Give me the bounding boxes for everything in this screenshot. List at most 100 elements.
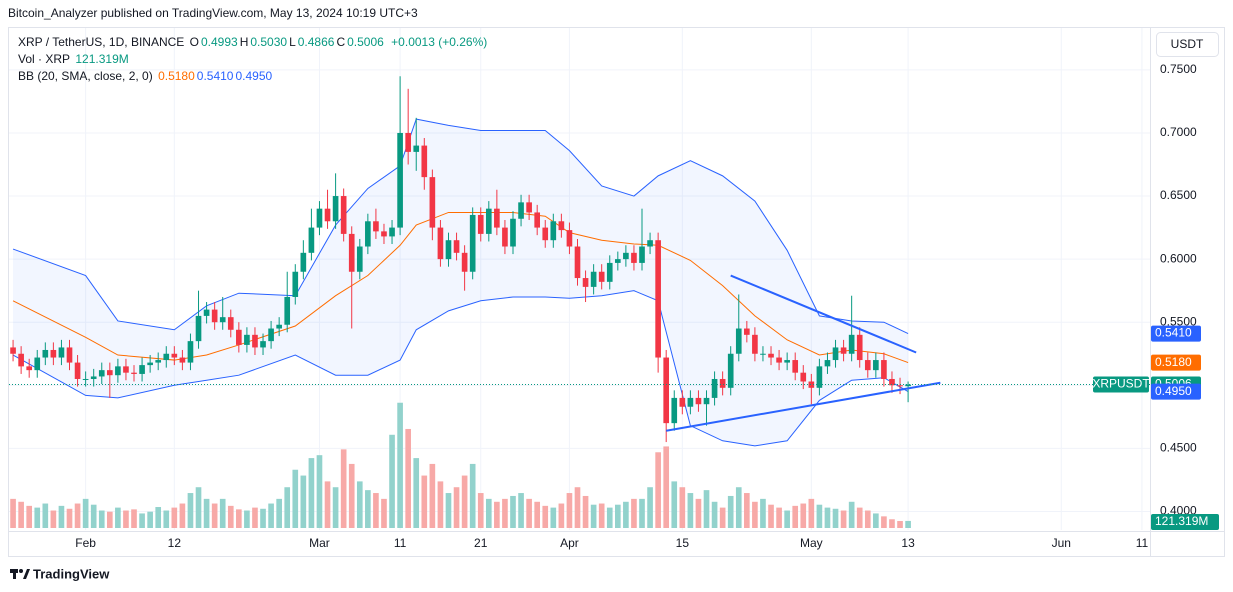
candle-body: [800, 372, 807, 382]
x-tick-label: 12: [168, 536, 182, 550]
volume-bar: [324, 481, 331, 528]
volume-bar: [469, 463, 476, 528]
candle-body: [227, 317, 234, 330]
volume-bar: [784, 510, 790, 528]
candle-body: [34, 357, 41, 371]
volume-bar: [107, 511, 113, 528]
candle-body: [897, 385, 903, 387]
ohlc-value: 0.4993: [200, 35, 238, 49]
volume-bar: [292, 469, 299, 528]
candle-body: [744, 328, 750, 335]
currency-button[interactable]: [1156, 32, 1219, 57]
candle-body: [211, 309, 218, 323]
volume-bar: [34, 507, 41, 528]
volume-bar: [405, 428, 411, 528]
candle-body: [42, 349, 49, 358]
x-tick-label: 15: [676, 536, 690, 550]
candle-body: [534, 212, 541, 228]
volume-bar: [606, 507, 613, 528]
volume-bar: [695, 498, 702, 528]
y-tick-label: 0.6000: [1160, 251, 1197, 265]
candle-body: [623, 252, 629, 260]
bb-value: 0.5410: [196, 69, 234, 83]
volume-bar: [413, 458, 420, 528]
candle-body: [260, 341, 266, 348]
change: +0.0013 (+0.26%): [391, 35, 488, 49]
volume-bar: [848, 501, 855, 528]
volume-bar: [26, 505, 33, 528]
x-tick-label: 13: [901, 536, 915, 550]
volume-bar: [566, 493, 573, 528]
volume-bar: [542, 505, 549, 528]
volume-bar: [752, 501, 758, 528]
candle-body: [187, 341, 194, 363]
volume-bar: [300, 475, 307, 528]
volume-bar: [905, 520, 911, 528]
candle-body: [413, 145, 420, 152]
x-tick-label: Feb: [75, 536, 96, 550]
candle-body: [840, 347, 847, 354]
volume-bar: [485, 498, 492, 528]
candle-body: [139, 365, 145, 374]
candle-body: [784, 360, 790, 363]
x-tick-label: 11: [1136, 536, 1149, 550]
candle-body: [760, 353, 766, 355]
volume-bar: [655, 452, 661, 528]
volume-bar: [115, 507, 121, 528]
volume-bar: [502, 498, 508, 528]
brand: TradingView: [33, 566, 110, 581]
candle-body: [687, 397, 694, 407]
volume-bar: [139, 513, 145, 528]
bb-line: [12, 118, 909, 335]
candle-body: [18, 353, 24, 367]
ohlc-key: C: [336, 35, 346, 49]
candle-body: [268, 328, 274, 342]
candle-body: [356, 246, 363, 272]
candle-body: [26, 366, 33, 371]
candle-body: [300, 252, 307, 272]
volume-bar: [18, 501, 24, 528]
volume-bar: [389, 434, 395, 528]
candle-body: [90, 376, 97, 379]
volume-bar: [550, 507, 557, 528]
volume-bar: [50, 510, 57, 528]
candle-body: [381, 231, 387, 237]
candle-body: [832, 347, 839, 361]
volume-bar: [760, 498, 766, 528]
candle-body: [655, 240, 661, 358]
volume-name: Vol · XRP: [18, 52, 71, 66]
volume-bar: [590, 504, 597, 528]
publish-note: Bitcoin_Analyzer published on TradingVie…: [8, 6, 418, 20]
ohlc: O 0.4993 H 0.5030 L 0.4866 C 0.5006: [190, 35, 386, 49]
volume-bar: [518, 493, 524, 528]
volume-bar: [647, 487, 653, 528]
volume-bar: [131, 509, 137, 528]
volume-bar: [453, 487, 460, 528]
trendline: [730, 274, 917, 354]
candle-body: [82, 378, 89, 380]
candle-body: [421, 145, 428, 178]
candle-body: [703, 397, 710, 405]
volume-bar: [42, 503, 49, 528]
volume-bar: [864, 510, 871, 528]
candle-body: [147, 362, 153, 366]
volume-bar: [800, 503, 807, 528]
volume-bar: [147, 511, 153, 528]
volume-bar: [582, 495, 589, 528]
candle-body: [163, 353, 170, 361]
volume-bar: [711, 501, 718, 528]
candle-body: [195, 315, 202, 342]
x-tick-label: 11: [394, 536, 407, 550]
volume-bar: [90, 504, 97, 528]
candle-body: [155, 360, 162, 363]
volume-bar: [348, 463, 355, 528]
volume-bar: [236, 509, 242, 528]
candle-body: [50, 349, 57, 358]
candle-body: [461, 252, 468, 272]
candle-body: [663, 357, 670, 424]
currency[interactable]: USDT: [1171, 37, 1204, 51]
volume-bar: [98, 510, 105, 528]
candle-body: [792, 360, 799, 373]
volume-bar: [687, 493, 694, 528]
